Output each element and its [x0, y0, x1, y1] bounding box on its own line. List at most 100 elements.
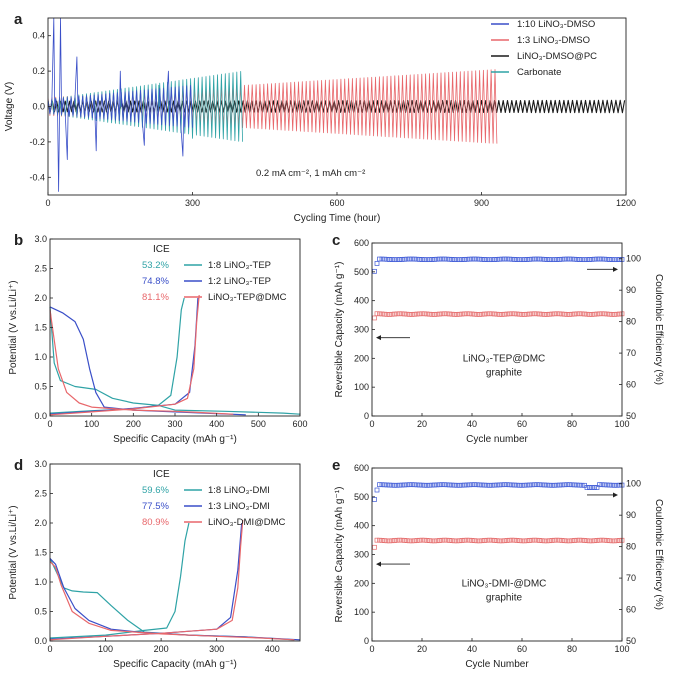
y-axis-label: Reversible Capacity (mAh g⁻¹) — [334, 262, 345, 398]
capacity-point — [462, 537, 467, 543]
capacity-point — [459, 538, 465, 543]
ce-point — [409, 256, 415, 262]
ce-point — [402, 256, 407, 262]
x-tick-label: 300 — [209, 644, 224, 654]
ce-point — [479, 257, 485, 262]
capacity-point — [547, 538, 552, 544]
ce-point — [542, 256, 547, 262]
capacity-point — [494, 311, 500, 317]
capacity-point — [607, 311, 612, 317]
ce-point — [492, 257, 497, 262]
y-tick-label: 200 — [354, 578, 369, 588]
ce-point — [404, 482, 410, 488]
capacity-point — [382, 538, 387, 543]
capacity-point — [402, 538, 407, 543]
ce-point — [434, 482, 440, 488]
ce-point — [459, 482, 465, 488]
capacity-point — [457, 311, 462, 317]
capacity-point — [377, 537, 382, 543]
ce-point — [609, 482, 615, 488]
series-2-charge — [49, 522, 243, 640]
ice-title: ICE — [153, 244, 170, 255]
capacity-point — [384, 538, 390, 544]
ce-point — [592, 485, 597, 490]
ce-point — [484, 257, 490, 262]
ce-point — [397, 257, 402, 262]
capacity-point — [427, 311, 432, 317]
capacity-point — [429, 538, 435, 544]
y-tick-label: 600 — [354, 238, 369, 248]
ce-point — [574, 482, 580, 488]
ce-point — [374, 487, 380, 493]
series-2-discharge — [49, 306, 246, 416]
capacity-point — [469, 311, 475, 317]
ce-point — [607, 257, 612, 262]
capacity-point — [444, 311, 450, 317]
y-tick-label: 500 — [354, 267, 369, 277]
ce-point — [539, 256, 545, 262]
capacity-point — [592, 311, 597, 317]
ce-point — [584, 257, 590, 262]
ce-point — [437, 256, 442, 262]
capacity-point — [584, 311, 590, 317]
ce-point — [539, 482, 545, 488]
capacity-point — [577, 537, 582, 543]
capacity-point — [604, 538, 610, 543]
capacity-point — [407, 538, 412, 544]
capacity-point — [397, 537, 402, 543]
ce-point — [529, 482, 535, 488]
x-tick-label: 80 — [567, 644, 577, 654]
capacity-point — [609, 312, 615, 317]
capacity-point — [462, 311, 467, 317]
ce-point — [572, 256, 577, 262]
capacity-point — [379, 311, 385, 317]
capacity-point — [464, 537, 470, 543]
x-tick-label: 60 — [517, 419, 527, 429]
capacity-point — [599, 537, 605, 543]
capacity-point — [539, 538, 545, 544]
capacity-point — [454, 538, 460, 544]
ce-point — [384, 256, 390, 262]
ce-point — [449, 482, 455, 488]
ce-point — [459, 257, 465, 262]
legend-label: Carbonate — [517, 67, 561, 78]
ce-point — [444, 482, 450, 488]
x-tick-label: 0 — [369, 419, 374, 429]
x-tick-label: 60 — [517, 644, 527, 654]
ce-point — [517, 482, 522, 488]
capacity-point — [372, 315, 377, 321]
y2-tick-label: 50 — [626, 636, 636, 646]
ce-point — [467, 256, 472, 262]
ce-point — [509, 256, 515, 262]
ce-point — [397, 482, 402, 488]
arrow-right-head — [613, 492, 618, 498]
ce-point — [504, 482, 510, 488]
capacity-point — [587, 312, 592, 317]
capacity-point — [597, 537, 602, 543]
x-tick-label: 100 — [614, 644, 629, 654]
x-tick-label: 0 — [47, 419, 52, 429]
ice-value: 81.1% — [142, 292, 169, 303]
capacity-point — [587, 538, 592, 544]
ce-point — [399, 257, 405, 262]
capacity-point — [597, 311, 602, 317]
x-tick-label: 600 — [292, 419, 307, 429]
ce-point — [514, 482, 520, 488]
ce-point — [549, 482, 555, 488]
capacity-point — [614, 311, 620, 317]
ce-point — [419, 257, 425, 262]
legend-label: 1:2 LiNO₃-TEP — [208, 276, 271, 287]
ce-point — [564, 256, 570, 262]
ce-point — [589, 485, 595, 490]
capacity-point — [444, 537, 450, 543]
ce-point — [452, 482, 457, 488]
ce-point — [564, 482, 570, 488]
ce-point — [412, 256, 417, 262]
ce-point — [469, 256, 475, 262]
panel-a: 0 300 600 900 1200 -0.4 -0.2 0.0 0.2 0.4 Cycling T… — [4, 11, 636, 224]
ce-point — [509, 482, 515, 488]
legend-label: 1:3 LiNO₃-DMSO — [517, 35, 590, 46]
capacity-point — [422, 311, 427, 317]
ce-point — [569, 482, 575, 488]
capacity-point — [612, 538, 617, 544]
